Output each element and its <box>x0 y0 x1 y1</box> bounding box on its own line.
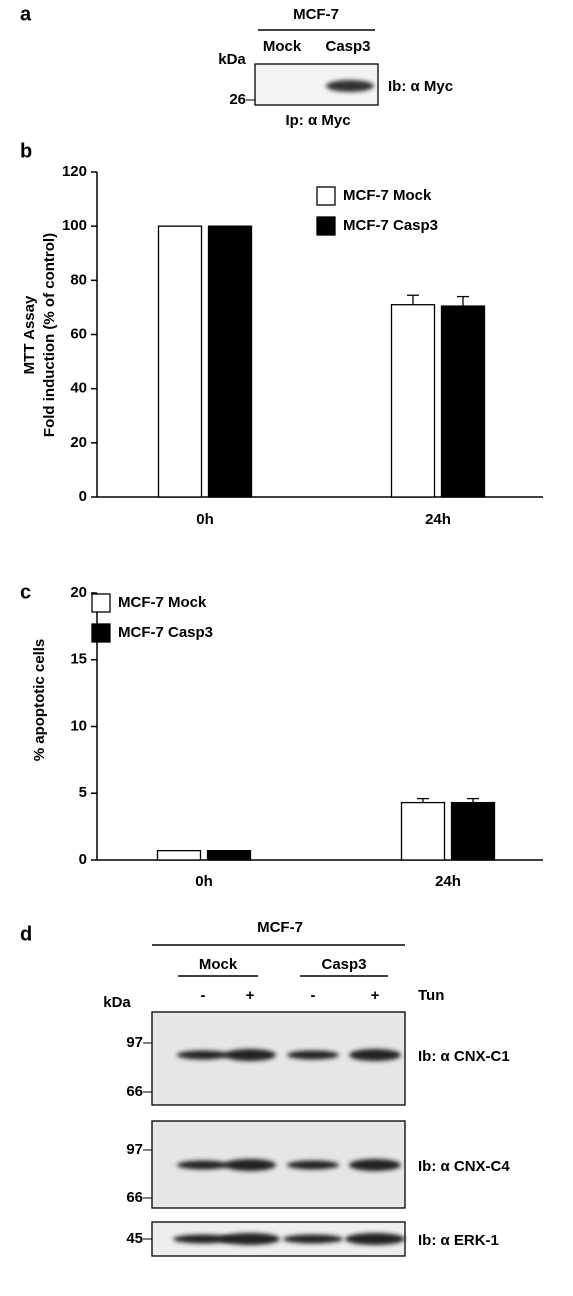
legend-swatch <box>92 594 110 612</box>
legend-label: MCF-7 Mock <box>343 187 432 204</box>
y-tick-label: 15 <box>70 651 87 668</box>
y-tick-label: 100 <box>62 217 87 234</box>
ip-label: Ip: α Myc <box>285 112 350 129</box>
treatment: - <box>311 987 316 1004</box>
antibody: Ib: α ERK-1 <box>418 1232 499 1249</box>
band <box>345 1233 405 1245</box>
band <box>287 1051 339 1060</box>
panel-label: a <box>20 3 32 25</box>
marker: 66 <box>126 1189 143 1206</box>
bar <box>402 803 445 860</box>
x-tick-label: 24h <box>435 873 461 890</box>
bar <box>209 226 252 497</box>
marker: 97 <box>126 1141 143 1158</box>
panel-label: c <box>20 581 31 603</box>
figure: a MCF-7 Mock Casp3 kDa 26 Ib: α Myc Ip: … <box>0 0 573 1291</box>
bar <box>208 851 251 860</box>
y-tick-label: 20 <box>70 434 87 451</box>
bar <box>442 306 485 497</box>
y-tick-label: 60 <box>70 325 87 342</box>
y-tick-label: 20 <box>70 584 87 601</box>
marker: 26 <box>229 91 246 108</box>
chart: c % apoptotic cells 0 5 10 15 20 0h 24h MCF-7 Moc… <box>20 581 543 890</box>
y-axis-label: Fold induction (% of control) <box>41 233 58 437</box>
band <box>220 1233 280 1245</box>
marker: 45 <box>126 1230 143 1247</box>
panel-label: d <box>20 923 32 945</box>
lane-label: Mock <box>263 38 302 55</box>
marker: 66 <box>126 1083 143 1100</box>
band <box>283 1235 343 1244</box>
y-tick-label: 5 <box>79 784 87 801</box>
antibody: Ib: α Myc <box>388 78 453 95</box>
band <box>287 1161 339 1170</box>
panel-label: b <box>20 140 32 162</box>
antibody: Ib: α CNX-C4 <box>418 1158 510 1175</box>
band <box>349 1049 401 1061</box>
kda-label: kDa <box>218 51 246 68</box>
treatment-label: Tun <box>418 987 444 1004</box>
legend-label: MCF-7 Casp3 <box>118 624 213 641</box>
y-tick-label: 0 <box>79 488 87 505</box>
band <box>177 1161 229 1170</box>
cell-line: MCF-7 <box>293 6 339 23</box>
lane-label: Casp3 <box>325 38 370 55</box>
legend-label: MCF-7 Casp3 <box>343 217 438 234</box>
cell-line: MCF-7 <box>257 919 303 936</box>
bar <box>452 803 495 860</box>
group-label: Casp3 <box>321 956 366 973</box>
bar <box>158 851 201 860</box>
bar <box>392 305 435 497</box>
panel-d: d MCF-7 Mock Casp3 - + - + Tun kDa 97 66 I… <box>20 919 510 1256</box>
kda-label: kDa <box>103 994 131 1011</box>
marker: 97 <box>126 1034 143 1051</box>
antibody: Ib: α CNX-C1 <box>418 1048 510 1065</box>
legend-swatch <box>317 187 335 205</box>
band <box>349 1159 401 1171</box>
x-tick-label: 0h <box>196 511 214 528</box>
band <box>224 1049 276 1061</box>
treatment: + <box>246 987 255 1004</box>
band <box>224 1159 276 1171</box>
legend-swatch <box>92 624 110 642</box>
group-label: Mock <box>199 956 238 973</box>
y-tick-label: 120 <box>62 163 87 180</box>
x-tick-label: 0h <box>195 873 213 890</box>
bar <box>159 226 202 497</box>
y-tick-label: 10 <box>70 717 87 734</box>
y-axis-label: % apoptotic cells <box>31 639 48 762</box>
y-tick-label: 40 <box>70 380 87 397</box>
band <box>177 1051 229 1060</box>
x-tick-label: 24h <box>425 511 451 528</box>
panel-a: a MCF-7 Mock Casp3 kDa 26 Ib: α Myc Ip: … <box>20 3 453 129</box>
treatment: + <box>371 987 380 1004</box>
legend-swatch <box>317 217 335 235</box>
y-tick-label: 0 <box>79 851 87 868</box>
band <box>326 80 374 92</box>
y-tick-label: 80 <box>70 271 87 288</box>
y-axis-label: MTT Assay <box>21 295 38 374</box>
treatment: - <box>201 987 206 1004</box>
legend-label: MCF-7 Mock <box>118 594 207 611</box>
